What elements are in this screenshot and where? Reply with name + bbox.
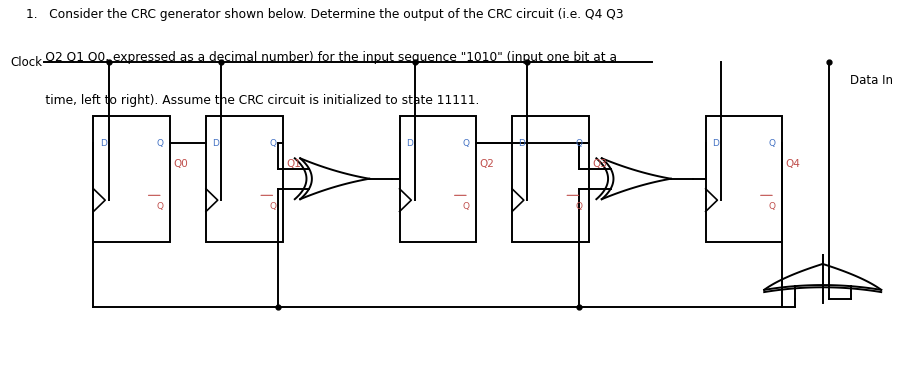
Text: time, left to right). Assume the CRC circuit is initialized to state 11111.: time, left to right). Assume the CRC cir…: [26, 94, 479, 106]
Text: Q: Q: [157, 139, 164, 148]
Text: Q2: Q2: [480, 159, 495, 168]
Text: Q4: Q4: [786, 159, 801, 168]
Text: D: D: [712, 139, 719, 148]
Text: Q: Q: [463, 202, 470, 211]
Text: Clock: Clock: [10, 56, 42, 68]
Bar: [512, 116, 589, 242]
Text: D: D: [406, 139, 413, 148]
Text: Q0: Q0: [174, 159, 189, 168]
Text: Q: Q: [463, 139, 470, 148]
Text: Q: Q: [270, 139, 276, 148]
Text: Data In: Data In: [850, 74, 893, 87]
Text: Q1: Q1: [286, 159, 301, 168]
Text: Q2 Q1 Q0, expressed as a decimal number) for the input sequence "1010" (input on: Q2 Q1 Q0, expressed as a decimal number)…: [26, 51, 617, 64]
Text: Q: Q: [769, 139, 776, 148]
Bar: [706, 116, 783, 242]
Bar: [400, 116, 476, 242]
Text: D: D: [100, 139, 107, 148]
Text: Q: Q: [157, 202, 164, 211]
Text: Q: Q: [576, 139, 582, 148]
Bar: [206, 116, 282, 242]
Text: 1.   Consider the CRC generator shown below. Determine the output of the CRC cir: 1. Consider the CRC generator shown belo…: [26, 8, 623, 21]
Text: D: D: [212, 139, 220, 148]
Text: Q: Q: [576, 202, 582, 211]
Text: Q3: Q3: [592, 159, 607, 168]
Text: D: D: [518, 139, 526, 148]
Bar: [94, 116, 170, 242]
Text: Q: Q: [769, 202, 776, 211]
Text: Q: Q: [270, 202, 276, 211]
